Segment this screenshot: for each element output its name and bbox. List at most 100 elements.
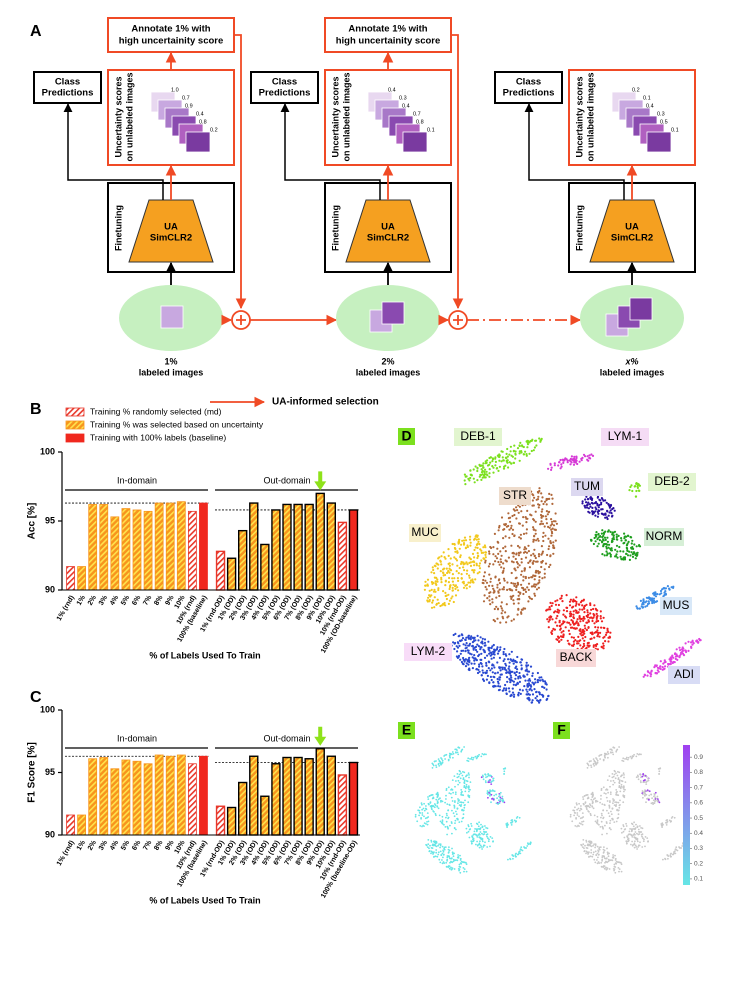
bar (304, 503, 314, 591)
scatter-dot (469, 636, 472, 640)
scatter-dot (619, 787, 622, 790)
scatter-dot (507, 466, 510, 469)
scatter-dot (540, 492, 543, 495)
scatter-dot (597, 626, 600, 629)
scatter-dot (680, 847, 683, 849)
scatter-dot (524, 450, 527, 453)
scatter-dot (595, 799, 597, 802)
scatter-dot (615, 533, 618, 536)
score-text: 0.1 (427, 127, 435, 133)
scatter-dot (536, 570, 540, 573)
scatter-dot (584, 498, 587, 501)
scatter-dot (499, 669, 502, 672)
scatter-dot (489, 580, 492, 583)
scatter-dot (641, 846, 644, 848)
scatter-dot (435, 766, 438, 768)
scatter-dot (591, 619, 594, 623)
scatter-dot (496, 797, 498, 800)
scatter-dot (437, 763, 440, 766)
scatter-dot (489, 577, 492, 580)
scatter-dot (535, 444, 538, 447)
scatter-dot (493, 666, 496, 669)
scatter-dot (569, 457, 573, 460)
scatter-dot (542, 502, 545, 506)
scatter-dot (492, 471, 495, 474)
scatter-dot (605, 792, 607, 795)
scatter-dot (468, 786, 470, 789)
scatter-dot (460, 639, 463, 642)
scatter-dot (596, 614, 599, 617)
scatter-dot (596, 758, 598, 760)
predictions-text: Class (55, 77, 80, 88)
scatter-dot (494, 576, 497, 579)
scatter-dot (495, 596, 498, 599)
scatter-dot (525, 528, 529, 531)
scatter-dot (631, 539, 634, 542)
scatter-dot (615, 801, 618, 804)
scatter-dot (459, 562, 463, 566)
scatter-dot (597, 542, 600, 545)
scatter-dot (435, 798, 438, 801)
scatter-dot (440, 604, 443, 607)
scatter-dot (548, 545, 551, 548)
image-tile (646, 131, 672, 153)
scatter-dot (582, 606, 586, 609)
scatter-dot (665, 819, 668, 822)
group-label: In-domain (117, 475, 157, 485)
scatter-dot (576, 642, 579, 645)
scatter-dot (604, 538, 607, 542)
scatter-dot (448, 855, 450, 858)
scatter-dot (461, 637, 465, 640)
scatter-dot (423, 802, 425, 805)
scatter-dot (473, 561, 476, 564)
scatter-dot (515, 661, 518, 664)
scatter-dot (478, 663, 481, 666)
scatter-dot (502, 798, 504, 800)
scatter-dot (581, 816, 583, 819)
scatter-dot (633, 836, 636, 839)
scatter-dot (601, 833, 603, 836)
scatter-dot (612, 856, 615, 858)
scatter-dot (615, 820, 618, 823)
scatter-dot (480, 471, 484, 474)
scatter-dot (485, 581, 489, 584)
scatter-dot (482, 582, 485, 585)
scatter-dot (588, 811, 590, 813)
scatter-dot (459, 777, 462, 780)
scatter-dot (587, 613, 590, 616)
scatter-dot (503, 523, 506, 526)
scatter-dot (483, 650, 486, 653)
scatter-dot (553, 528, 556, 531)
scatter-dot (609, 800, 611, 802)
scatter-dot (448, 803, 451, 806)
bar (187, 510, 197, 591)
scatter-dot (572, 636, 576, 639)
scatter-dot (439, 761, 442, 763)
scatter-dot (601, 529, 604, 532)
scatter-dot (457, 572, 460, 575)
scatter-dot (482, 462, 485, 465)
scatter-dot (521, 608, 524, 611)
x-tick-label: 7% (142, 594, 154, 607)
scatter-dot (484, 561, 487, 564)
scatter-dot (441, 862, 444, 865)
cluster-label-box (648, 473, 696, 491)
scatter-dot (474, 578, 477, 581)
scatter-dot (575, 459, 578, 462)
scatter-dot (554, 520, 557, 523)
scatter-dot (640, 827, 642, 829)
scatter-dot (595, 608, 598, 612)
scatter-dot (426, 583, 429, 586)
scatter-dot (575, 817, 577, 819)
scatter-dot (527, 544, 530, 547)
scatter-dot (614, 857, 617, 860)
scatter-dot (669, 660, 673, 663)
scatter-dot (498, 666, 501, 669)
scatter-dot (505, 525, 508, 528)
scatter-dot (549, 616, 552, 619)
scatter-dot (605, 547, 608, 550)
scatter-dot (503, 687, 506, 690)
scatter-dot (492, 681, 495, 684)
scatter-dot (639, 780, 642, 782)
scatter-dot (625, 758, 628, 760)
